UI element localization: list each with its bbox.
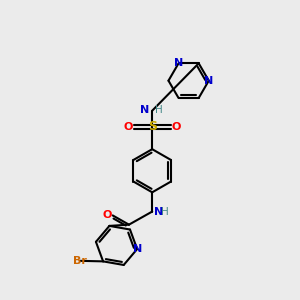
Text: N: N (174, 58, 183, 68)
Text: S: S (148, 120, 157, 134)
Text: O: O (124, 122, 133, 132)
Text: H: H (161, 207, 169, 217)
Text: O: O (103, 210, 112, 220)
Text: H: H (154, 105, 162, 115)
Text: N: N (154, 207, 163, 217)
Text: O: O (172, 122, 181, 132)
Text: N: N (204, 76, 213, 86)
Text: N: N (140, 105, 149, 115)
Text: N: N (133, 244, 142, 254)
Text: Br: Br (73, 256, 87, 266)
